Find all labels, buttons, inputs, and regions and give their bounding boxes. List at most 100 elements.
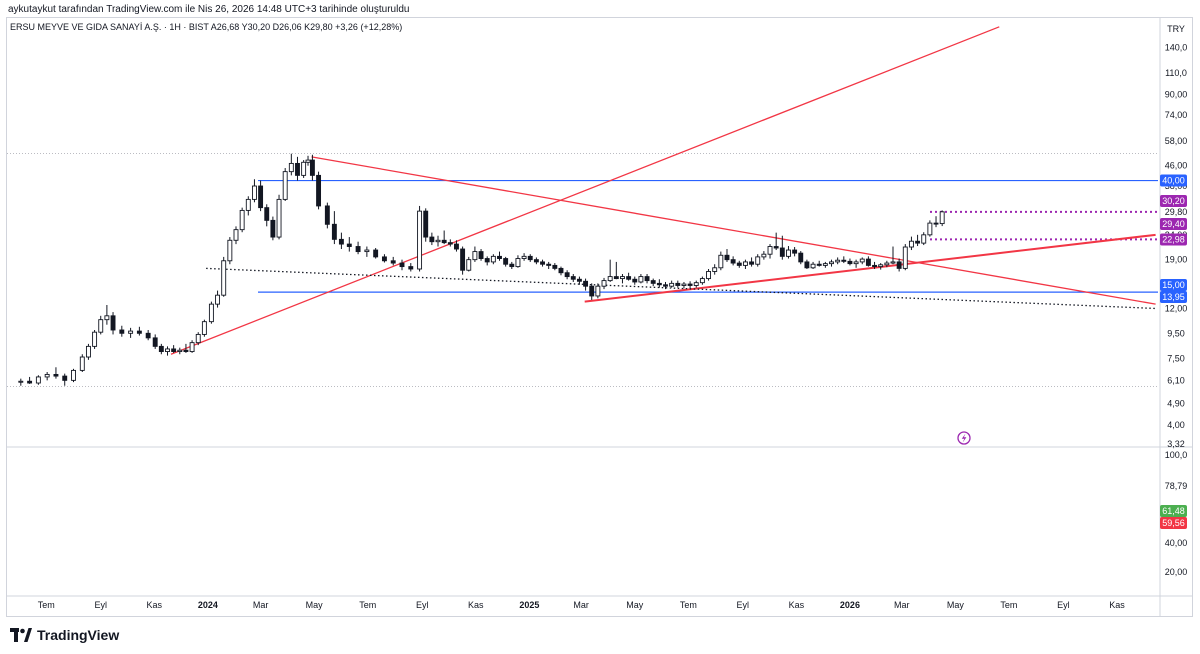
candle-body-128 <box>859 258 865 263</box>
candle-body-78 <box>552 264 558 269</box>
candle-body-51 <box>373 249 379 258</box>
price-badge-bg <box>1160 233 1187 246</box>
price-tick-label: 58,00 <box>1165 136 1188 146</box>
price-badge: 15,00 <box>1160 279 1187 291</box>
candle-body-129 <box>865 258 871 266</box>
candle-body-88 <box>613 276 619 280</box>
candle-body-125 <box>841 259 847 262</box>
price-badge-bg <box>1160 174 1187 187</box>
price-tick-label: 7,50 <box>1167 353 1185 363</box>
candle-body-10 <box>98 319 104 333</box>
candle-body-115 <box>779 247 785 257</box>
candle-body-95 <box>656 282 662 286</box>
candle-body-118 <box>798 252 804 263</box>
price-badge-bg <box>1160 279 1187 291</box>
time-tick-label: 2025 <box>519 600 539 610</box>
oscillator-badge: 61,48 <box>1160 505 1187 517</box>
candle-body-77 <box>546 263 552 266</box>
candle-body-8 <box>85 345 91 358</box>
candle-body-83 <box>583 280 589 287</box>
candle-body-12 <box>110 315 116 331</box>
candle-body-69 <box>497 255 502 259</box>
candle-body-90 <box>626 276 632 280</box>
price-tick-label: 29,80 <box>1165 207 1188 217</box>
tradingview-brand[interactable]: TradingView <box>10 627 119 643</box>
candle-body-72 <box>515 258 521 268</box>
candle-body-96 <box>663 284 668 287</box>
symbol-info: ERSU MEYVE VE GIDA SANAYİ A.Ş. · 1H · BI… <box>10 22 403 32</box>
candle-body-49 <box>355 246 361 253</box>
candle-body-9 <box>92 331 98 347</box>
candle-body-59 <box>435 239 441 243</box>
time-tick-label: Tem <box>1000 600 1017 610</box>
candle-body-117 <box>792 249 798 254</box>
candle-body-66 <box>478 251 484 259</box>
candle-body-104 <box>712 267 718 272</box>
alert-icon[interactable] <box>957 431 971 445</box>
candle-body-135 <box>902 246 908 269</box>
price-badge-label: 15,00 <box>1162 280 1185 290</box>
price-tick-label: 6,10 <box>1167 375 1185 385</box>
chart-credit: aykutaykut tarafından TradingView.com il… <box>8 4 410 15</box>
candle-body-103 <box>706 271 711 280</box>
candle-body-52 <box>381 256 387 262</box>
candle-body-48 <box>346 243 352 247</box>
price-tick-label: 140,0 <box>1165 42 1188 52</box>
chart-frame <box>6 17 1193 617</box>
candle-body-41 <box>301 161 307 176</box>
time-tick-label: Eyl <box>416 600 429 610</box>
candle-body-133 <box>890 261 896 264</box>
tradingview-logo-icon <box>10 628 32 642</box>
candle-body-73 <box>521 255 527 259</box>
candle-body-79 <box>558 267 564 274</box>
price-badge-label: 13,95 <box>1162 292 1185 302</box>
candle-body-6 <box>71 369 76 381</box>
candle-body-116 <box>786 249 791 257</box>
candle-body-112 <box>761 253 767 258</box>
trendline-descending-resistance <box>311 156 1156 305</box>
candle-body-27 <box>215 294 221 305</box>
price-tick-label: 46,00 <box>1165 161 1188 171</box>
candle-body-36 <box>270 219 276 238</box>
time-tick-label: 2024 <box>198 600 218 610</box>
candle-body-93 <box>644 276 650 282</box>
candle-body-57 <box>423 210 429 238</box>
candle-body-94 <box>650 280 656 284</box>
price-tick-label: 90,00 <box>1165 89 1188 99</box>
price-badge: 30,20 <box>1160 195 1187 207</box>
candle-body-13 <box>119 329 125 334</box>
price-tick-label: 74,00 <box>1165 110 1188 120</box>
price-tick-label: 3,32 <box>1167 439 1185 449</box>
candle-body-82 <box>576 278 582 282</box>
candle-body-23 <box>189 342 195 353</box>
candle-body-120 <box>810 263 816 269</box>
candle-body-62 <box>454 243 459 250</box>
candle-body-74 <box>527 255 533 261</box>
candle-body-86 <box>601 280 607 287</box>
candle-body-85 <box>595 285 601 297</box>
candle-body-130 <box>872 264 877 268</box>
candle-body-109 <box>742 261 748 266</box>
candle-body-89 <box>620 276 625 280</box>
candle-body-111 <box>755 256 761 265</box>
candle-body-32 <box>245 198 251 211</box>
oscillator-badge-bg <box>1160 505 1187 517</box>
candle-body-24 <box>195 333 201 344</box>
price-tick-label: 19,00 <box>1165 255 1188 265</box>
candle-body-76 <box>540 261 545 265</box>
candle-body-7 <box>79 356 85 371</box>
candle-body-61 <box>447 242 453 245</box>
candle-body-122 <box>822 263 828 266</box>
candle-body-99 <box>681 283 687 286</box>
price-tick-label: 12,00 <box>1165 303 1188 313</box>
candle-body-31 <box>239 209 245 231</box>
candle-body-121 <box>816 263 822 266</box>
time-tick-label: Mar <box>894 600 910 610</box>
candle-body-4 <box>53 373 59 377</box>
trendline-upper-diagonal <box>170 26 1000 355</box>
candle-body-87 <box>607 276 613 282</box>
candle-body-75 <box>533 259 539 263</box>
candle-body-18 <box>158 345 164 353</box>
price-axis: TRY140,0110,090,0074,0058,0046,0038,0029… <box>1160 24 1187 449</box>
